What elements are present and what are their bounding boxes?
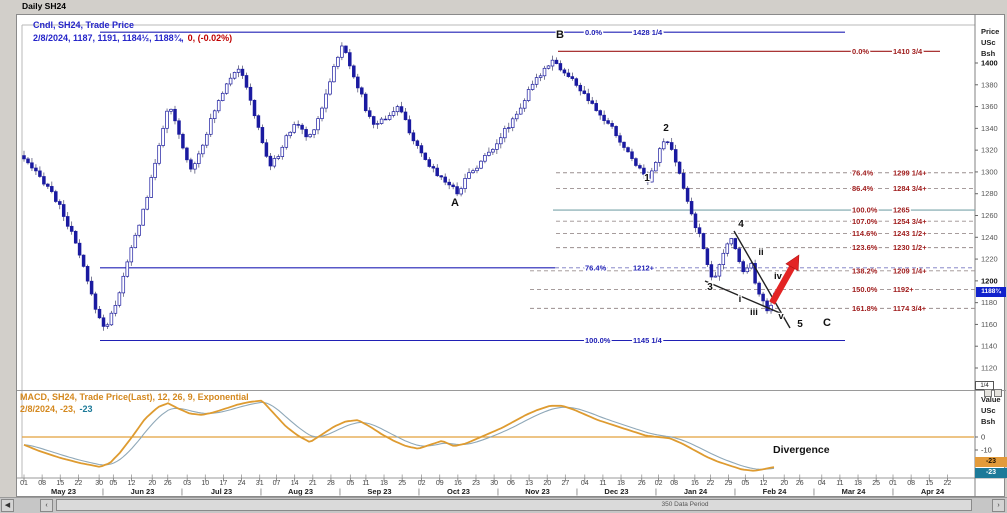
macd-badge: -23	[975, 457, 1007, 467]
macd-axis-header-line: Bsh	[981, 417, 996, 426]
macd-axis-header-line: Value	[981, 395, 1001, 404]
ohlc-values: 2/8/2024, 1187, 1191, 1184½, 1188¾,	[33, 33, 184, 43]
scrollbar-thumb[interactable]	[56, 499, 972, 511]
change-values: 0, (-0.02%)	[187, 33, 233, 43]
macd-signal-value: -23	[79, 404, 93, 414]
price-legend-line2: 2/8/2024, 1187, 1191, 1184½, 1188¾, 0, (-…	[33, 33, 232, 43]
macd-legend-line2: 2/8/2024, -23, -23	[20, 404, 93, 414]
scroll-right-icon[interactable]: ›	[992, 499, 1005, 512]
macd-axis-header: Value USc Bsh	[981, 394, 1001, 427]
macd-signal-badge: -23	[975, 468, 1007, 478]
scroll-left-icon[interactable]: ‹	[40, 499, 53, 512]
price-axis-header: Price USc Bsh	[981, 26, 999, 59]
scroll-start-icon[interactable]: ◀	[1, 499, 14, 512]
chart-panel	[16, 14, 1005, 497]
price-legend-line1: Cndl, SH24, Trade Price	[33, 20, 135, 30]
price-axis-header-line: Bsh	[981, 49, 996, 58]
data-period-caption: 350 Data Period	[661, 501, 709, 508]
last-price-badge: 1188¾	[976, 287, 1006, 297]
divergence-label: Divergence	[773, 444, 830, 456]
price-axis-header-line: Price	[981, 27, 1000, 36]
price-axis-header-line: USc	[981, 38, 996, 47]
chart-tab[interactable]: Daily SH24	[22, 1, 66, 11]
panel-restore-icon[interactable]	[984, 389, 992, 397]
macd-legend-line1: MACD, SH24, Trade Price(Last), 12, 26, 9…	[20, 392, 249, 402]
panel-close-icon[interactable]	[994, 389, 1002, 397]
macd-axis-header-line: USc	[981, 406, 996, 415]
macd-value: 2/8/2024, -23,	[20, 404, 76, 414]
